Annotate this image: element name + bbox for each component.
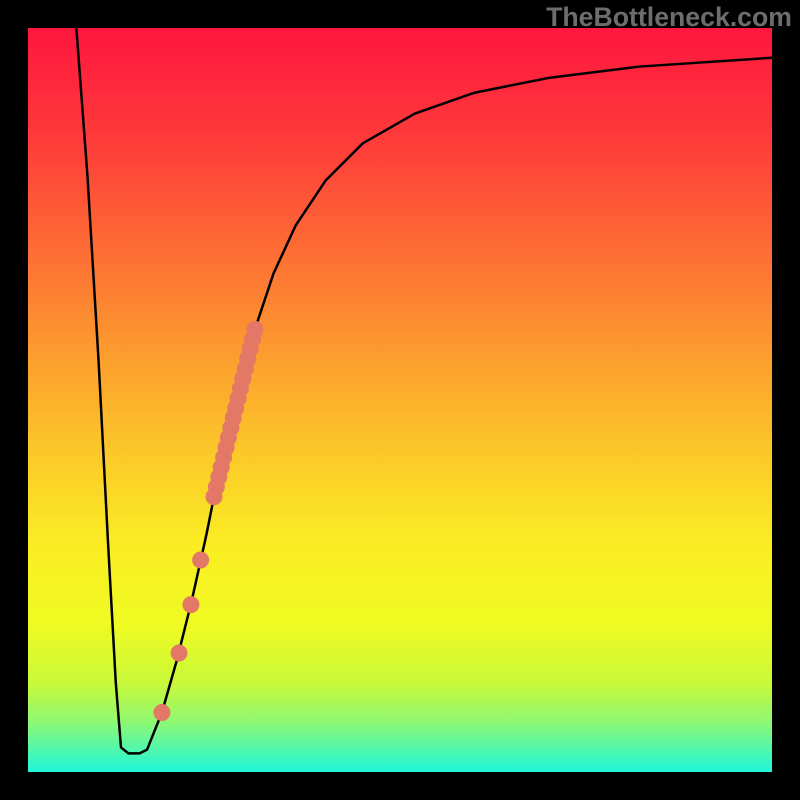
chart-container: { "watermark": { "text": "TheBottleneck.… (0, 0, 800, 800)
marker-dot (246, 321, 263, 338)
marker-dot (171, 644, 188, 661)
marker-dot (182, 596, 199, 613)
watermark-text: TheBottleneck.com (546, 2, 792, 33)
bottleneck-chart (0, 0, 800, 800)
marker-dot (192, 551, 209, 568)
plot-background (28, 28, 772, 772)
marker-dot (153, 704, 170, 721)
